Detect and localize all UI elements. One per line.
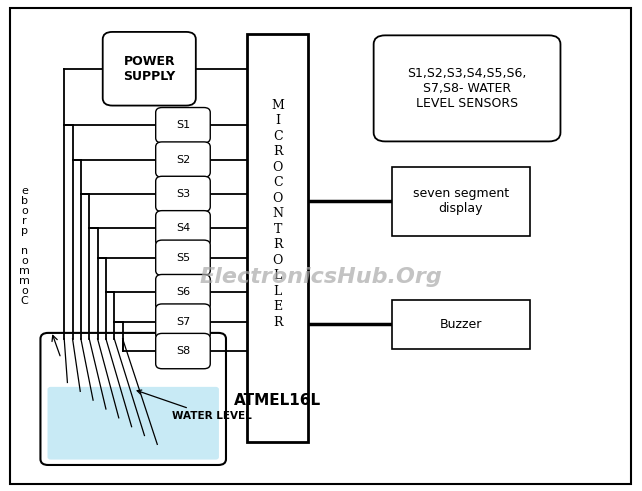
Text: seven segment
display: seven segment display xyxy=(413,187,508,216)
Text: ATMEL16L: ATMEL16L xyxy=(234,393,321,408)
FancyBboxPatch shape xyxy=(155,304,210,339)
Bar xyxy=(247,34,308,442)
Text: POWER
SUPPLY: POWER SUPPLY xyxy=(123,55,175,83)
Text: ElectronicsHub.Org: ElectronicsHub.Org xyxy=(200,268,442,287)
FancyBboxPatch shape xyxy=(155,108,210,143)
Bar xyxy=(392,300,530,349)
Text: S1,S2,S3,S4,S5,S6,
S7,S8- WATER
LEVEL SENSORS: S1,S2,S3,S4,S5,S6, S7,S8- WATER LEVEL SE… xyxy=(408,67,526,110)
FancyBboxPatch shape xyxy=(155,142,210,177)
Text: S8: S8 xyxy=(176,346,190,356)
Text: M
I
C
R
O
C
O
N
T
R
O
L
L
E
R: M I C R O C O N T R O L L E R xyxy=(271,99,284,328)
Text: e
b
o
r
p
 
n
o
m
m
o
C: e b o r p n o m m o C xyxy=(19,186,30,305)
Text: S7: S7 xyxy=(176,317,190,327)
Text: S5: S5 xyxy=(176,253,190,263)
Text: S2: S2 xyxy=(176,155,190,164)
FancyBboxPatch shape xyxy=(155,240,210,275)
FancyBboxPatch shape xyxy=(48,387,219,460)
FancyBboxPatch shape xyxy=(103,32,196,106)
Text: S3: S3 xyxy=(176,189,190,199)
Text: Buzzer: Buzzer xyxy=(439,318,482,330)
Text: WATER LEVEL: WATER LEVEL xyxy=(137,390,252,421)
FancyBboxPatch shape xyxy=(155,274,210,310)
Text: S6: S6 xyxy=(176,287,190,297)
FancyBboxPatch shape xyxy=(155,176,210,212)
Bar xyxy=(392,167,530,236)
FancyBboxPatch shape xyxy=(374,35,560,141)
Text: S4: S4 xyxy=(176,223,190,233)
FancyBboxPatch shape xyxy=(155,333,210,369)
Text: S1: S1 xyxy=(176,120,190,130)
FancyBboxPatch shape xyxy=(155,211,210,246)
